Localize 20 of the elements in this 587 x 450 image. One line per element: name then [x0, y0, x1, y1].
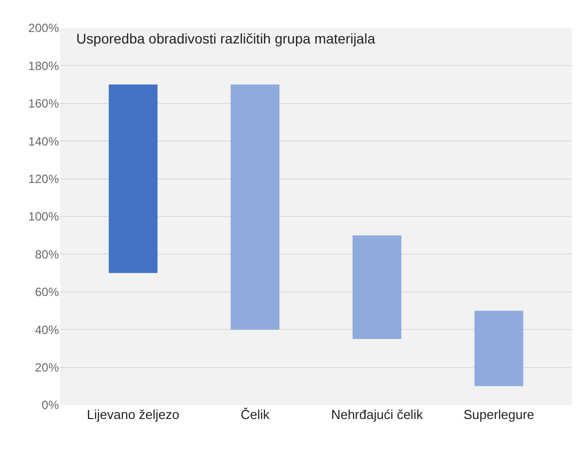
y-tick-label: 80% — [34, 247, 60, 262]
y-tick-label: 160% — [28, 96, 60, 111]
y-tick-label: 120% — [28, 172, 60, 186]
chart-title: Usporedba obradivosti različitih grupa materijala — [76, 30, 376, 47]
y-tick-label: 100% — [28, 210, 60, 224]
y-tick-label: 20% — [34, 360, 60, 374]
bar — [474, 310, 524, 386]
y-tick-label: 60% — [34, 285, 60, 300]
bar — [230, 84, 280, 330]
y-tick-label: 40% — [34, 322, 60, 337]
x-tick-label: Čelik — [240, 407, 270, 422]
bar — [108, 84, 158, 274]
x-tick-label: Nehrđajući čelik — [331, 407, 424, 422]
bar — [352, 235, 402, 340]
y-tick-label: 180% — [28, 58, 60, 73]
y-tick-label: 140% — [28, 134, 60, 148]
x-tick-label: Lijevano željezo — [86, 407, 180, 422]
x-tick-label: Superlegure — [463, 407, 534, 422]
y-tick-label: 0% — [42, 398, 60, 412]
y-tick-label: 200% — [28, 21, 60, 36]
